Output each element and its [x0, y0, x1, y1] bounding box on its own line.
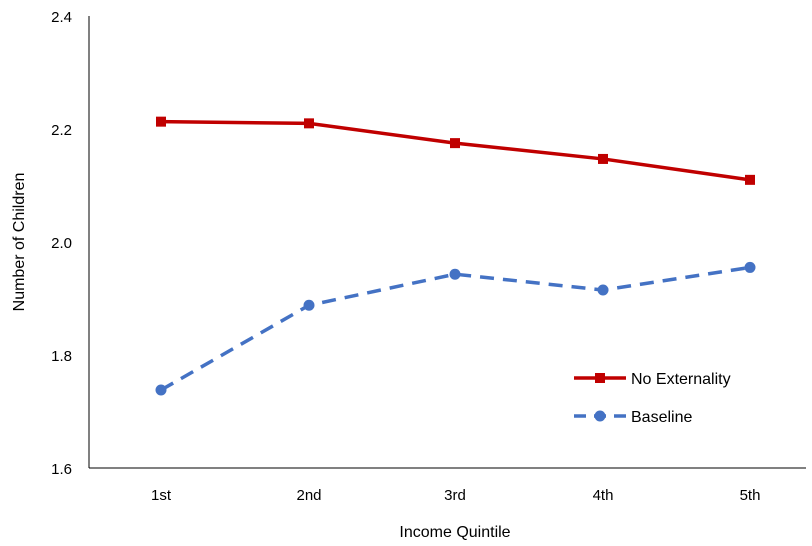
x-tick-label: 1st — [151, 487, 172, 504]
x-tick-labels: 1st 2nd 3rd 4th 5th — [151, 487, 760, 504]
data-point-no-externality-2nd — [304, 118, 314, 129]
x-axis-title: Income Quintile — [399, 524, 510, 541]
y-tick-labels: 1.6 1.8 2.0 2.2 2.4 — [51, 9, 72, 478]
data-point-baseline-3rd — [449, 268, 461, 280]
legend-circle-marker — [594, 410, 606, 422]
data-point-baseline-4th — [597, 284, 609, 296]
data-point-no-externality-1st — [156, 116, 166, 127]
x-tick-label: 5th — [740, 487, 761, 504]
data-point-baseline-1st — [155, 384, 167, 396]
legend-entry-baseline: Baseline — [574, 409, 692, 426]
series-line-baseline — [160, 265, 751, 392]
data-point-no-externality-5th — [745, 174, 755, 185]
x-tick-label: 4th — [593, 487, 614, 504]
y-tick-label: 2.4 — [51, 9, 72, 26]
x-tick-label: 2nd — [296, 487, 321, 504]
series-line-no-externality — [160, 119, 751, 182]
y-tick-label: 2.0 — [51, 235, 72, 252]
legend: No Externality Baseline — [574, 371, 731, 426]
legend-entry-no-externality: No Externality — [574, 371, 731, 388]
data-point-no-externality-4th — [598, 153, 608, 164]
data-point-baseline-5th — [744, 261, 756, 273]
legend-square-marker — [595, 373, 605, 383]
x-tick-label: 3rd — [444, 487, 466, 504]
series-no-externality — [156, 116, 755, 185]
legend-label-baseline: Baseline — [631, 409, 692, 426]
y-tick-label: 2.2 — [51, 122, 72, 139]
legend-label-no-externality: No Externality — [631, 371, 731, 388]
y-axis-title: Number of Children — [11, 173, 28, 312]
y-tick-label: 1.8 — [51, 348, 72, 365]
y-tick-label: 1.6 — [51, 461, 72, 478]
data-point-no-externality-3rd — [450, 138, 460, 149]
data-point-baseline-2nd — [303, 299, 315, 311]
series-baseline — [155, 261, 756, 396]
